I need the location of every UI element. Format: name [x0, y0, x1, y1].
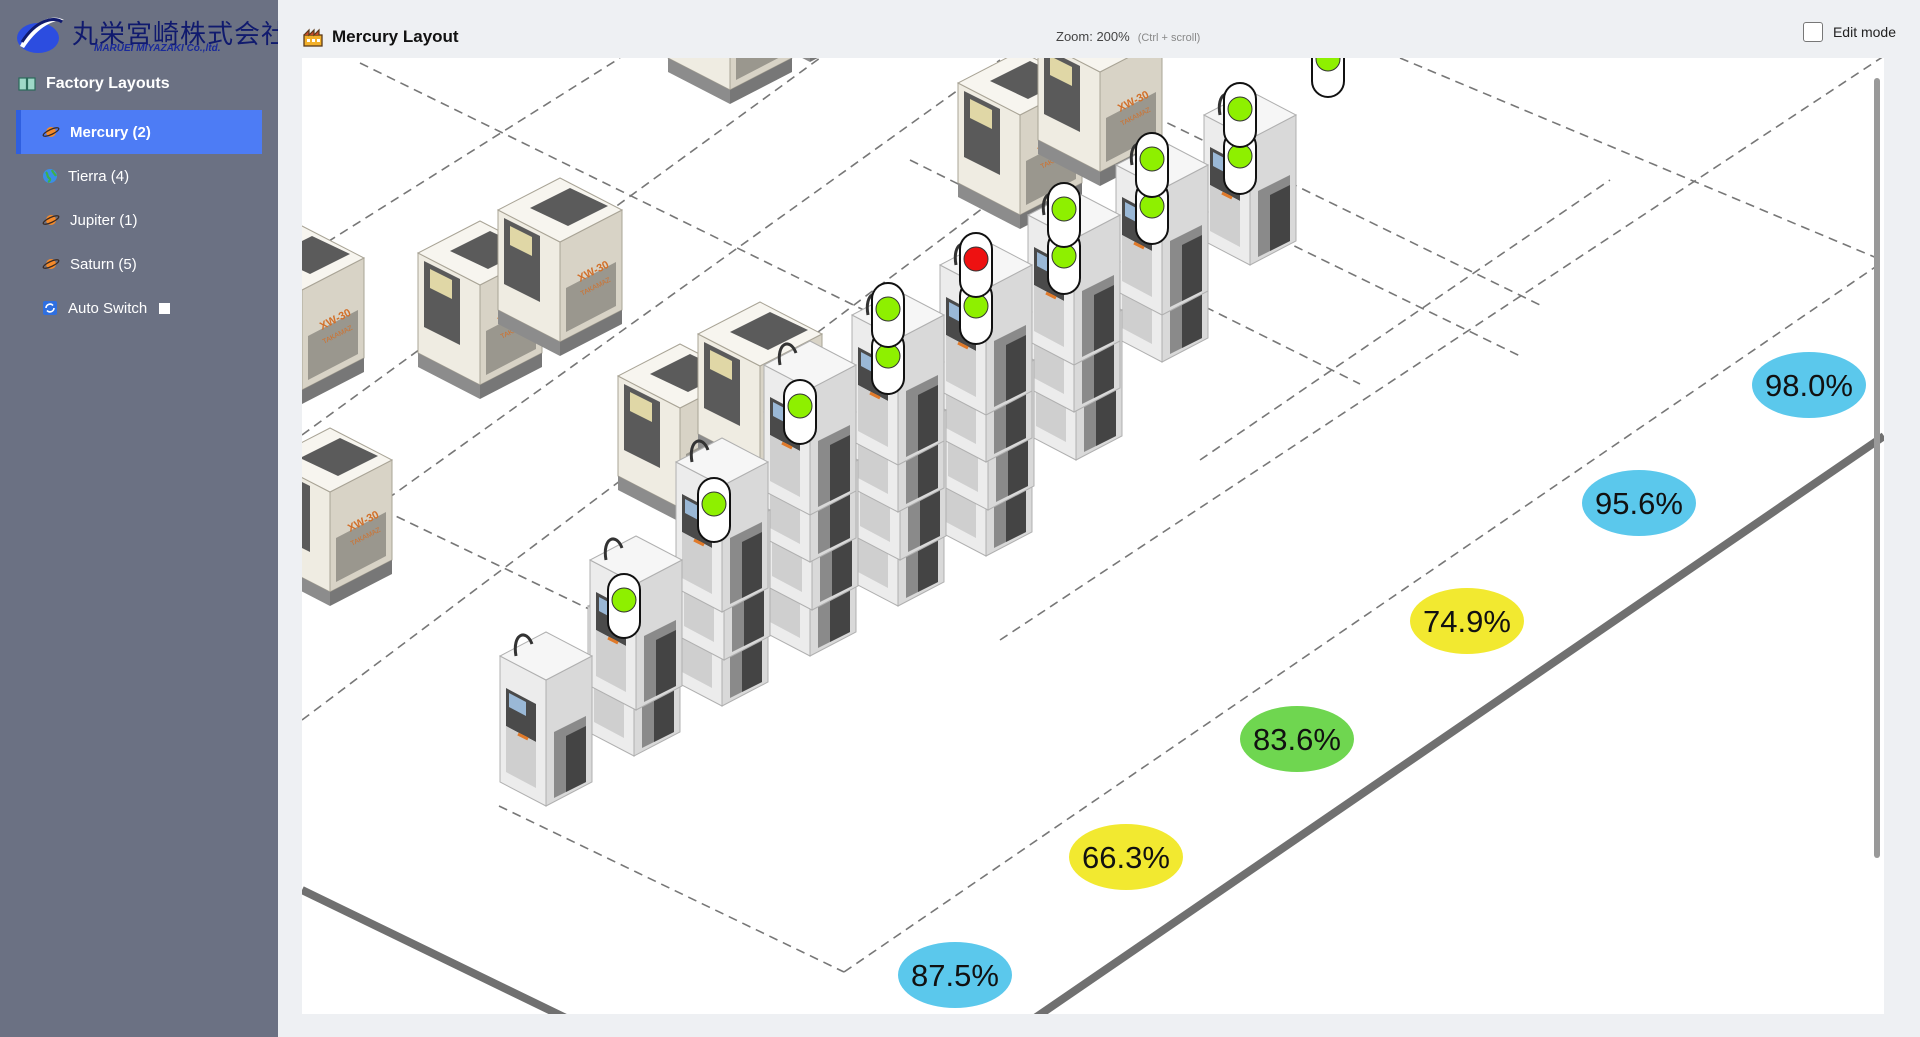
signal-lamp[interactable]: [607, 573, 641, 639]
scrollbar-thumb[interactable]: [1874, 78, 1880, 858]
book-icon: [18, 77, 36, 91]
utilization-value: 98.0%: [1765, 368, 1853, 403]
lathe-machine[interactable]: [588, 477, 731, 712]
planet-icon: [42, 215, 60, 225]
sidebar-item-label: Saturn (5): [70, 255, 137, 273]
sidebar-item-label: Auto Switch: [68, 299, 148, 317]
section-title: Factory Layouts: [46, 75, 170, 92]
lathe-machine[interactable]: [1114, 82, 1257, 317]
utilization-label: 87.5%: [898, 942, 1012, 1008]
planet-icon: [42, 127, 60, 137]
zoom-hint: (Ctrl + scroll): [1137, 32, 1201, 44]
sidebar-item-auto-switch[interactable]: Auto Switch: [16, 286, 262, 330]
cell-boundary-line: [302, 59, 1001, 561]
sidebar-item-jupiter[interactable]: Jupiter (1): [16, 198, 262, 242]
sidebar-item-saturn[interactable]: Saturn (5): [16, 242, 262, 286]
signal-lamp[interactable]: [1223, 82, 1257, 148]
cell-boundary-line: [302, 58, 621, 259]
lathe-machine[interactable]: [938, 182, 1081, 417]
utilization-value: 66.3%: [1082, 840, 1170, 875]
company-emblem-icon: [17, 17, 64, 53]
company-name-en: MARUEI MIYAZAKI Co.,ltd.: [94, 43, 221, 54]
utilization-label-group: 87.5% 66.3% 83.6% 74.9% 95.6% 98.0%: [898, 352, 1866, 1008]
zoom-indicator: Zoom: 200% (Ctrl + scroll): [1056, 29, 1200, 44]
auto-switch-toggle[interactable]: [159, 302, 171, 314]
company-logo: 丸栄宮崎株式会社 MARUEI MIYAZAKI Co.,ltd.: [14, 12, 287, 60]
auto-switch-icon: [43, 301, 57, 315]
company-name-jp: 丸栄宮崎株式会社: [72, 20, 289, 50]
signal-lamp[interactable]: [871, 282, 905, 348]
factory-icon: [303, 28, 323, 47]
lathe-machine[interactable]: [762, 282, 905, 517]
header: Mercury Layout Zoom: 200% (Ctrl + scroll)…: [278, 0, 1920, 58]
signal-lamp[interactable]: [1135, 132, 1169, 198]
utilization-label: 83.6%: [1240, 706, 1354, 772]
edit-mode-label: Edit mode: [1832, 24, 1896, 40]
edit-mode-checkbox[interactable]: [1802, 22, 1823, 42]
utilization-value: 95.6%: [1595, 486, 1683, 521]
lathe-machine[interactable]: [1202, 58, 1345, 267]
utilization-label: 95.6%: [1582, 470, 1696, 536]
utilization-value: 83.6%: [1253, 722, 1341, 757]
cell-boundary-line: [1199, 179, 1611, 461]
lathe-machine[interactable]: [498, 573, 641, 808]
aisle-boundary-line: [1033, 432, 1884, 1014]
cell-boundary-line: [999, 58, 1883, 641]
sidebar: 丸栄宮崎株式会社 MARUEI MIYAZAKI Co.,ltd. Factor…: [0, 0, 287, 1037]
sidebar-item-label: Mercury (2): [70, 123, 151, 141]
cell-boundary-line: [498, 805, 845, 973]
zoom-level: Zoom: 200%: [1056, 29, 1130, 44]
lathe-machine[interactable]: [674, 379, 817, 614]
utilization-label: 66.3%: [1069, 824, 1183, 890]
signal-lamp[interactable]: [959, 232, 993, 298]
vertical-scrollbar[interactable]: [1872, 62, 1882, 1010]
utilization-label: 74.9%: [1410, 588, 1524, 654]
sidebar-item-mercury[interactable]: Mercury (2): [16, 110, 262, 154]
globe-icon: [43, 169, 57, 183]
planet-icon: [42, 259, 60, 269]
signal-lamp[interactable]: [1047, 182, 1081, 248]
cell-boundary-line: [359, 62, 881, 319]
cell-boundary-line: [1399, 58, 1884, 262]
layout-nav: Mercury (2) Tierra (4) Jupiter (1) Satur…: [16, 110, 262, 330]
lathe-machine[interactable]: [850, 232, 993, 467]
lathe-machine[interactable]: [1026, 132, 1169, 367]
utilization-value: 87.5%: [911, 958, 999, 993]
signal-lamp[interactable]: [783, 379, 817, 445]
factory-layouts-heading: Factory Layouts: [18, 72, 170, 96]
lathe-machine-group: [498, 58, 1345, 808]
utilization-label: 98.0%: [1752, 352, 1866, 418]
sidebar-item-label: Jupiter (1): [70, 211, 138, 229]
signal-lamp[interactable]: [1311, 58, 1345, 98]
sidebar-item-label: Tierra (4): [68, 167, 130, 185]
utilization-value: 74.9%: [1423, 604, 1511, 639]
signal-lamp[interactable]: [697, 477, 731, 543]
layout-canvas[interactable]: XW-30 TAKAMAZ XW-30 TAKAMAZ XW-30 TAKAMAZ XW-3…: [302, 58, 1884, 1014]
aisle-boundary-line: [302, 886, 567, 1014]
edit-mode-toggle[interactable]: Edit mode: [1802, 22, 1896, 42]
sidebar-item-tierra[interactable]: Tierra (4): [16, 154, 262, 198]
cell-boundary-line: [1099, 89, 1541, 306]
page-title: Mercury Layout: [332, 27, 459, 46]
